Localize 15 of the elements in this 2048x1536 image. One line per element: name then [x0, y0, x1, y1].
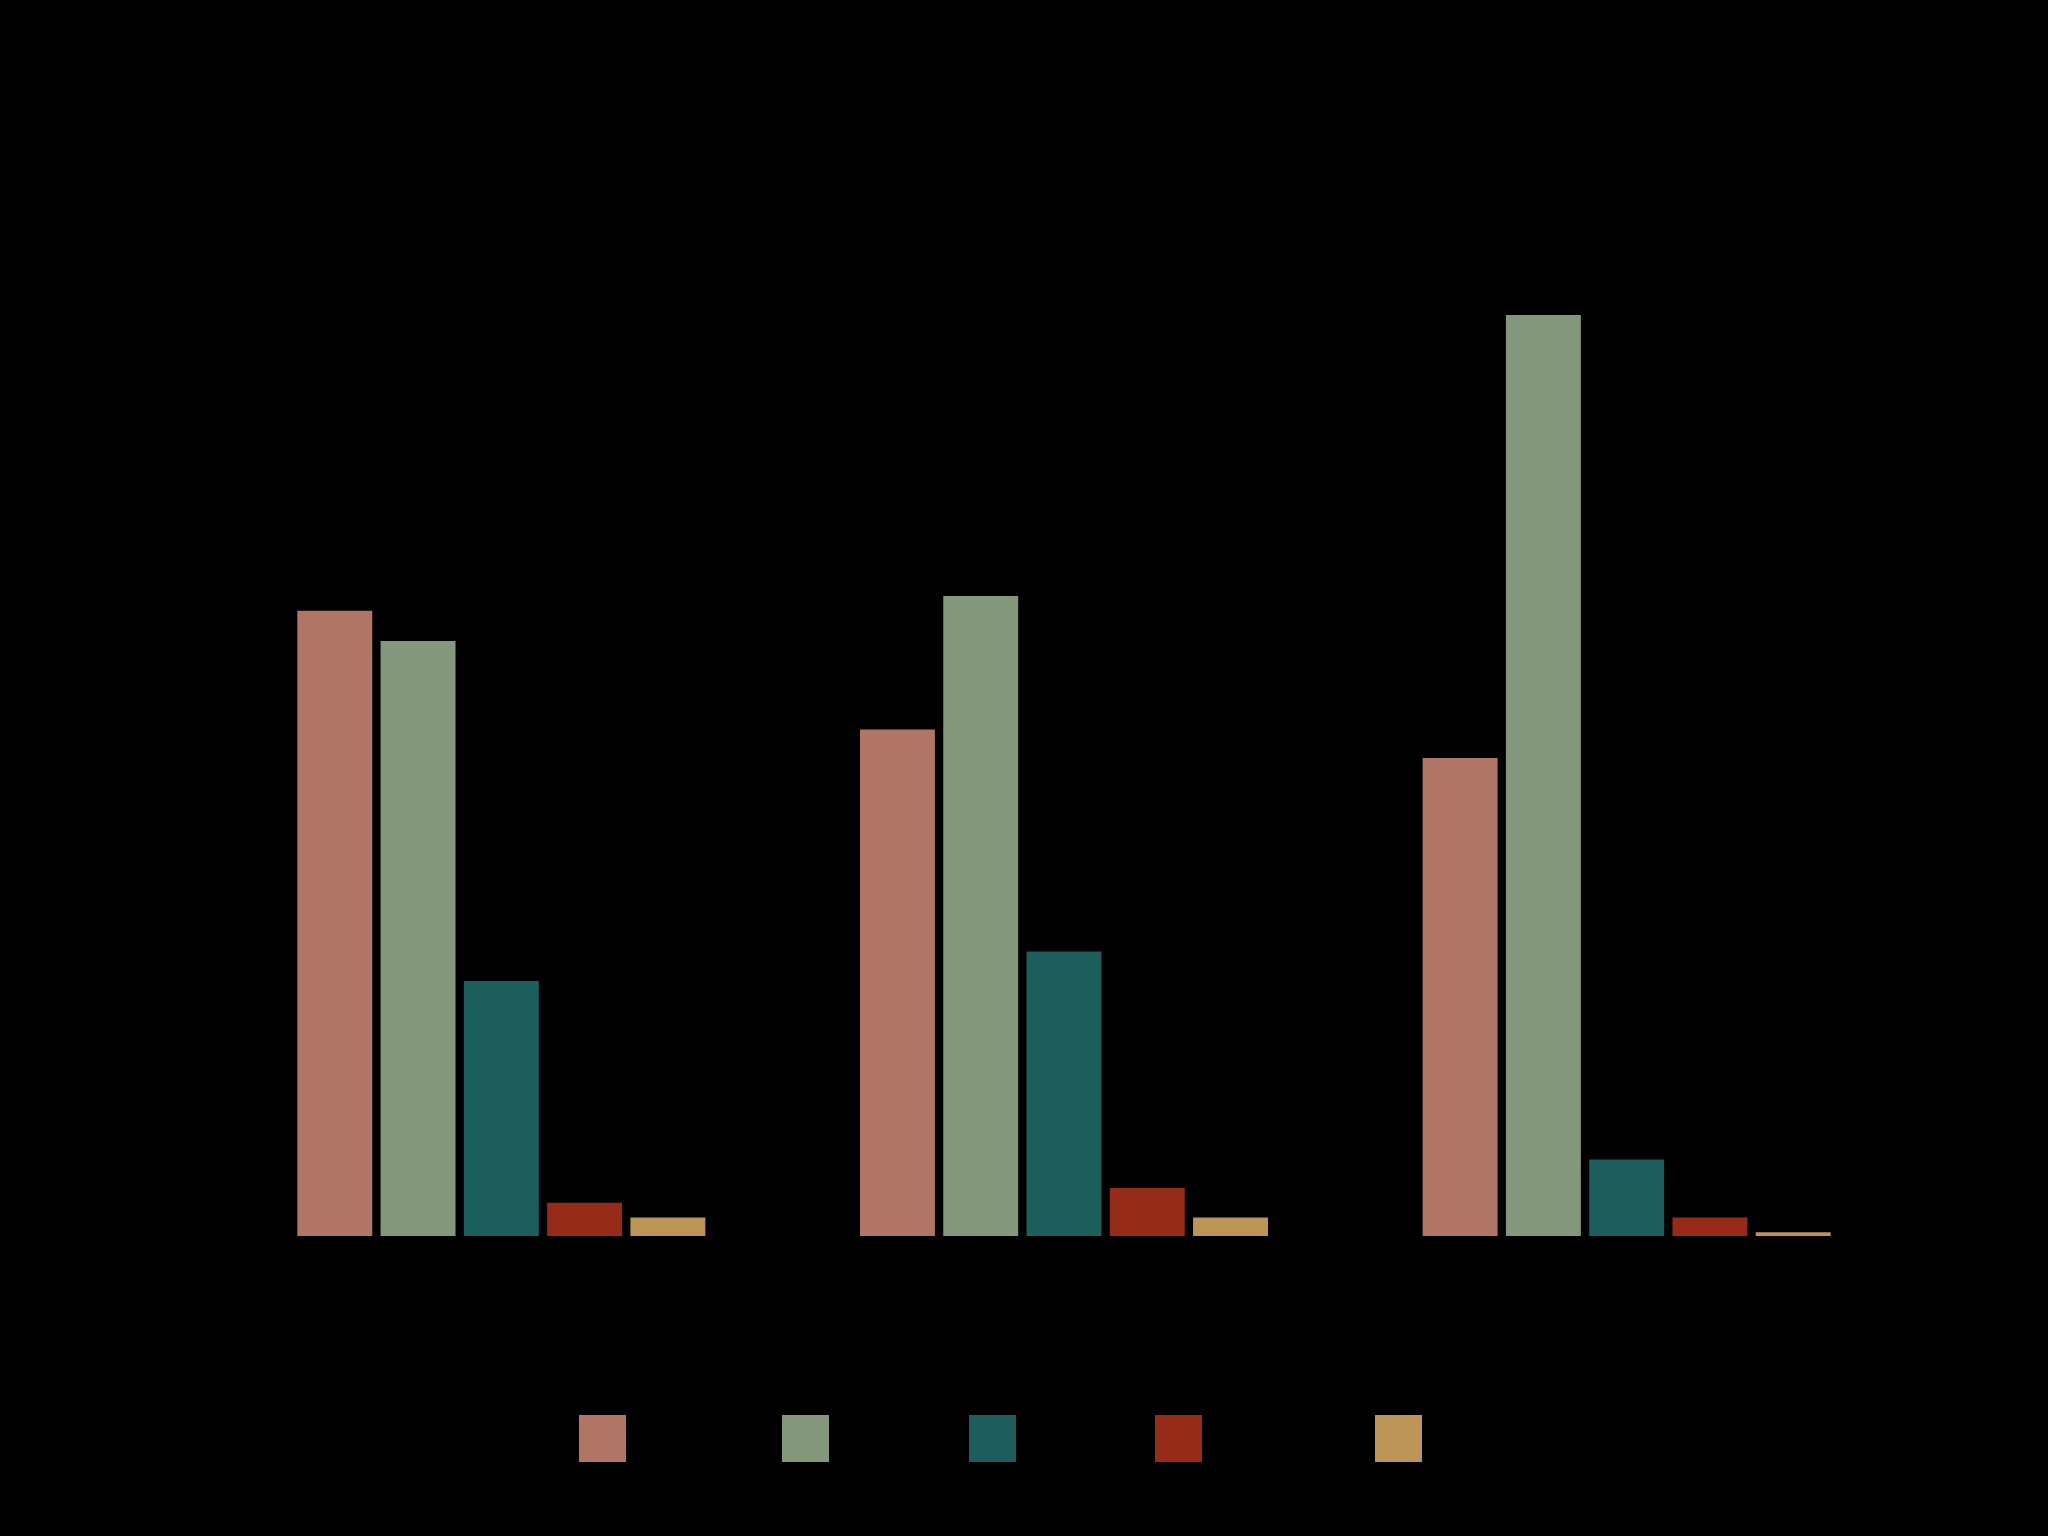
- bar: [943, 595, 1019, 1236]
- bar: [1193, 1217, 1269, 1236]
- bar: [1755, 1232, 1831, 1236]
- bar: [630, 1217, 706, 1236]
- bar: [1422, 758, 1498, 1236]
- bar: [1672, 1217, 1748, 1236]
- bar: [1109, 1188, 1185, 1236]
- bar: [1589, 1159, 1665, 1236]
- bar: [297, 610, 373, 1236]
- bar: [1505, 315, 1581, 1236]
- bar: [859, 729, 935, 1236]
- bar: [380, 641, 456, 1236]
- bar: [547, 1202, 623, 1236]
- bar: [1026, 951, 1102, 1236]
- bar: [463, 980, 539, 1236]
